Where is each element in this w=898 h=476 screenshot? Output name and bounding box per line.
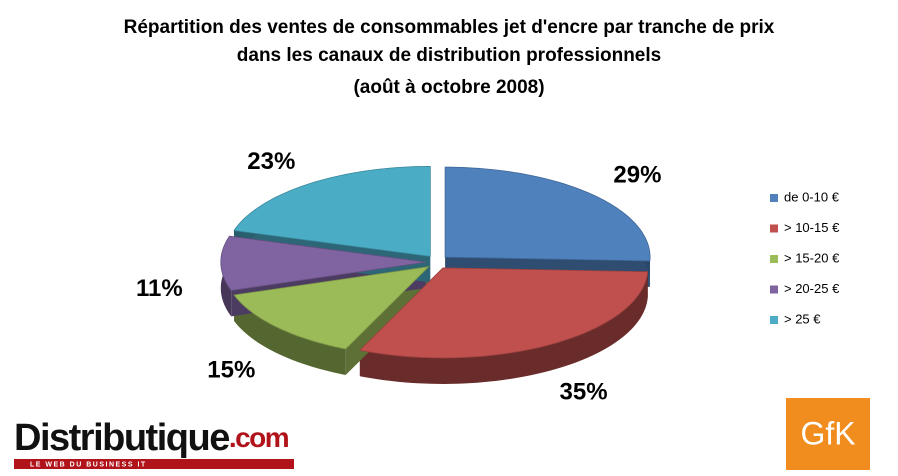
chart-title: dans les canaux de distribution professi…: [237, 45, 661, 66]
slice: [233, 266, 430, 350]
logo-name: Distributique: [14, 417, 229, 459]
legend-label: de 0-10 €: [784, 189, 840, 204]
pie-tops: [220, 165, 651, 359]
logo-bar: [14, 459, 294, 469]
logo-gfk: GfK: [800, 415, 855, 451]
logo-tagline: LE WEB DU BUSINESS IT: [30, 461, 147, 468]
legend-label: > 20-25 €: [784, 281, 840, 296]
logo-box: [786, 398, 870, 470]
logo-suffix: .com: [229, 422, 289, 453]
legend-swatch: [770, 224, 778, 233]
title-group: Répartition des ventes de consommables j…: [124, 17, 775, 98]
legend-label: > 10-15 €: [784, 220, 840, 235]
slice: [444, 166, 651, 262]
legend-swatch: [770, 194, 778, 202]
slice-wall: [234, 294, 346, 375]
logo-text: Distributique.com: [14, 417, 289, 459]
slice: [220, 235, 426, 291]
logo-left: Distributique.com LE WEB DU BUSINESS IT: [14, 417, 294, 469]
legend-swatch: [770, 285, 778, 294]
legend: de 0-10 € > 10-15 € > 15-20 € > 20-25 € > 25…: [770, 189, 840, 326]
legend-swatch: [770, 255, 778, 263]
value-label: 29%: [613, 162, 661, 189]
pie: 29% 35% 15% 11% 23%: [136, 148, 661, 406]
chart-title: (août à octobre 2008): [353, 77, 544, 98]
legend-swatch: [770, 316, 778, 324]
value-label: 15%: [207, 357, 255, 384]
chart-title: Répartition des ventes de consommables j…: [124, 17, 775, 38]
value-label: 35%: [560, 379, 608, 406]
value-label: 11%: [136, 275, 183, 302]
legend-label: > 15-20 €: [784, 250, 840, 265]
slice: [233, 165, 431, 257]
slice-wall: [359, 271, 648, 384]
value-label: 23%: [247, 148, 295, 175]
logo-right: GfK: [786, 398, 870, 470]
slice: [359, 267, 649, 359]
legend-label: > 25 €: [784, 311, 821, 326]
